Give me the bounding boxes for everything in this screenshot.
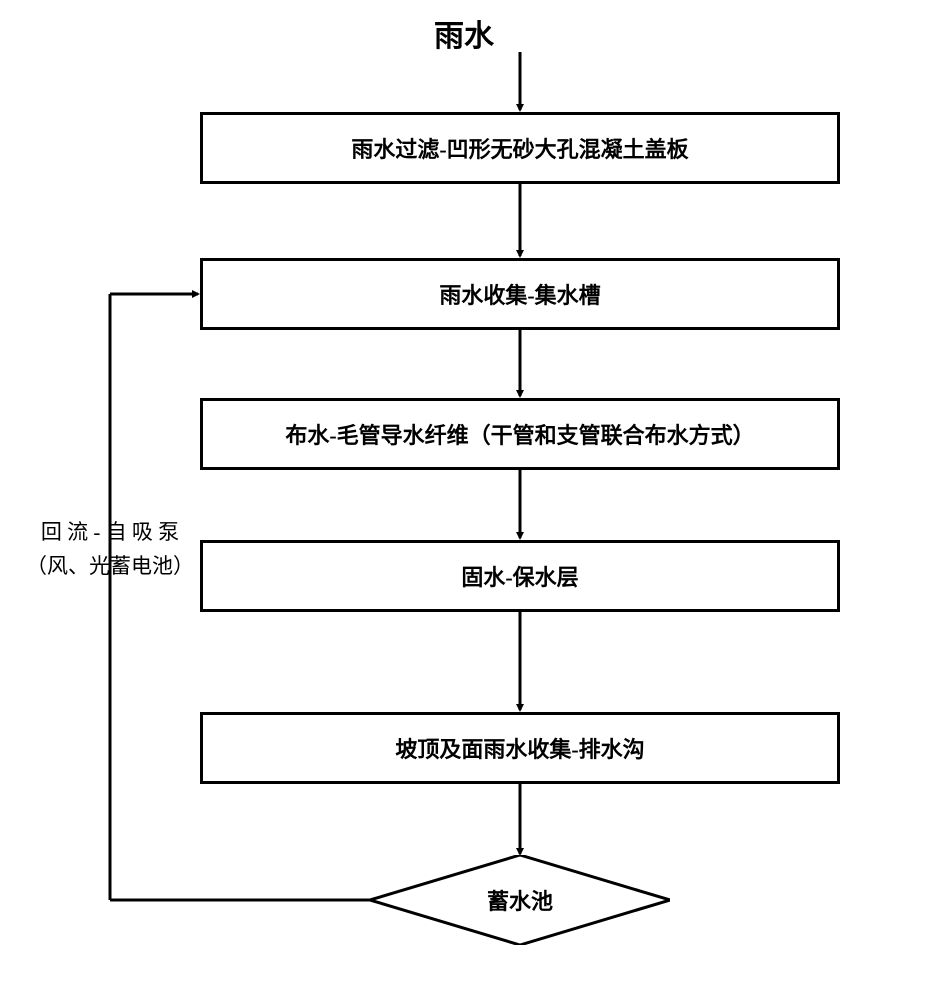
flow-box-label: 雨水过滤-凹形无砂大孔混凝土盖板 (351, 132, 688, 164)
flow-box-label: 固水-保水层 (461, 560, 578, 592)
flow-box-label: 雨水收集-集水槽 (439, 278, 600, 310)
decision-label: 蓄水池 (370, 855, 670, 945)
return-flow-label-line1: 回 流 - 自 吸 泵 (20, 516, 200, 550)
return-flow-label: 回 流 - 自 吸 泵 （风、光蓄电池） (20, 516, 200, 583)
flow-box-n5: 坡顶及面雨水收集-排水沟 (200, 712, 840, 784)
flow-box-label: 布水-毛管导水纤维（干管和支管联合布水方式） (285, 418, 754, 450)
flowchart-canvas: 雨水 雨水过滤-凹形无砂大孔混凝土盖板雨水收集-集水槽布水-毛管导水纤维（干管和… (0, 0, 928, 1000)
return-flow-label-line2: （风、光蓄电池） (20, 550, 200, 584)
flow-box-n3: 布水-毛管导水纤维（干管和支管联合布水方式） (200, 398, 840, 470)
flow-box-n1: 雨水过滤-凹形无砂大孔混凝土盖板 (200, 112, 840, 184)
flow-box-n4: 固水-保水层 (200, 540, 840, 612)
diagram-title: 雨水 (0, 11, 928, 55)
flow-box-n2: 雨水收集-集水槽 (200, 258, 840, 330)
flow-box-label: 坡顶及面雨水收集-排水沟 (395, 732, 644, 764)
decision-reservoir: 蓄水池 (370, 855, 670, 945)
